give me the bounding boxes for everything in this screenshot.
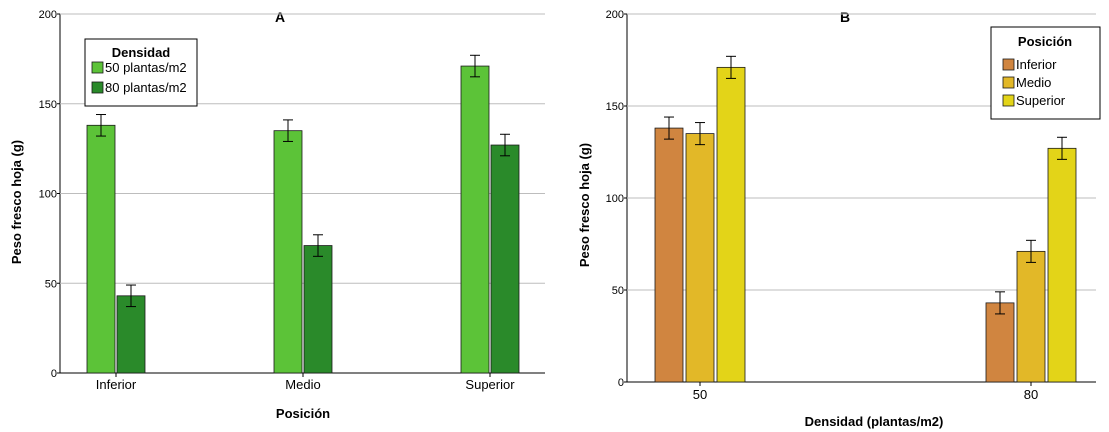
bar [1016, 250, 1046, 383]
error-bar [500, 133, 510, 157]
y-tick-label: 50 [45, 278, 57, 290]
chart-a-legend-title: Densidad [112, 45, 171, 60]
chart-b-title: B [840, 9, 850, 25]
y-tick-label: 50 [612, 285, 624, 297]
error-bar [126, 284, 136, 308]
error-bar [313, 234, 323, 257]
y-tick-label: 150 [39, 99, 57, 111]
y-tick-label: 200 [39, 9, 57, 21]
y-tick-label: 0 [51, 368, 57, 380]
x-tick-label: Medio [285, 377, 320, 392]
chart-a-y-axis-label: Peso fresco hoja (g) [9, 140, 24, 264]
chart-b: B Densidad (plantas/m2) Peso fresco hoja… [577, 9, 1101, 429]
error-bar [726, 55, 736, 79]
error-bar [995, 291, 1005, 315]
x-tick-label: Inferior [96, 377, 137, 392]
bar [985, 302, 1015, 383]
bar [273, 130, 303, 374]
legend-label: 50 plantas/m2 [105, 60, 187, 75]
legend-swatch [91, 81, 104, 94]
error-bar [283, 119, 293, 142]
chart-a-x-axis-label: Posición [276, 406, 330, 421]
bar [716, 66, 746, 383]
error-bar [1026, 239, 1036, 263]
bar [685, 133, 715, 383]
y-tick-label: 200 [606, 9, 624, 21]
y-tick-label: 100 [606, 193, 624, 205]
x-tick-label: 50 [693, 387, 707, 402]
chart-a-legend [84, 38, 198, 107]
chart-b-x-axis-label: Densidad (plantas/m2) [805, 414, 944, 429]
y-tick-label: 0 [618, 377, 624, 389]
bar [116, 295, 146, 374]
legend-label: 80 plantas/m2 [105, 80, 187, 95]
chart-b-legend-title: Posición [1018, 34, 1072, 49]
legend-label: Medio [1016, 75, 1051, 90]
legend-label: Inferior [1016, 57, 1057, 72]
x-tick-label: 80 [1024, 387, 1038, 402]
legend-swatch [1002, 76, 1015, 89]
y-tick-label: 150 [606, 101, 624, 113]
legend-swatch [91, 61, 104, 74]
chart-a-title: A [275, 9, 285, 25]
error-bar [695, 122, 705, 146]
error-bar [470, 54, 480, 78]
error-bar [664, 116, 674, 140]
bar [654, 127, 684, 383]
bar [460, 65, 490, 374]
error-bar [96, 114, 106, 137]
y-tick-label: 100 [39, 189, 57, 201]
legend-swatch [1002, 94, 1015, 107]
bar [490, 144, 520, 374]
bar [303, 245, 333, 374]
chart-b-y-axis-label: Peso fresco hoja (g) [577, 143, 592, 267]
chart-a: A Posición Peso fresco hoja (g) 0 50 100 15… [9, 9, 545, 421]
x-tick-label: Superior [465, 377, 515, 392]
bar [86, 124, 116, 374]
legend-label: Superior [1016, 93, 1066, 108]
bar [1047, 147, 1077, 383]
error-bar [1057, 136, 1067, 160]
legend-swatch [1002, 58, 1015, 71]
